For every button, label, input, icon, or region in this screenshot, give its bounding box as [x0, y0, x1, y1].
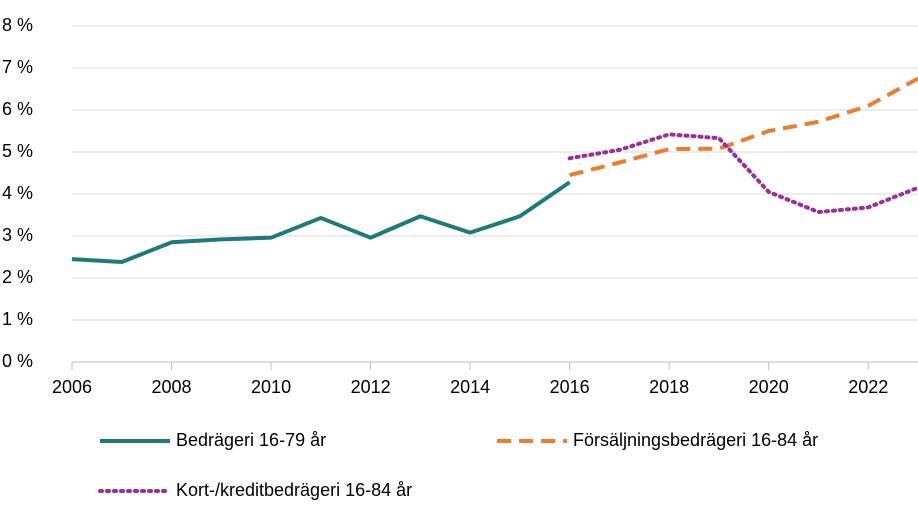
legend-label: Försäljningsbedrägeri 16-84 år — [573, 430, 818, 450]
y-tick-label: 6 % — [2, 99, 33, 119]
y-tick-label: 2 % — [2, 267, 33, 287]
x-tick-label: 2012 — [351, 377, 391, 397]
y-tick-label: 4 % — [2, 183, 33, 203]
x-tick-label: 2010 — [251, 377, 291, 397]
y-tick-label: 7 % — [2, 57, 33, 77]
y-tick-label: 8 % — [2, 15, 33, 35]
series-line — [71, 180, 571, 265]
y-tick-label: 1 % — [2, 309, 33, 329]
x-tick-label: 2022 — [848, 377, 888, 397]
x-tick-label: 2006 — [52, 377, 92, 397]
x-tick-label: 2016 — [550, 377, 590, 397]
series-line — [567, 132, 918, 215]
y-tick-label: 0 % — [2, 351, 33, 371]
y-tick-label: 3 % — [2, 225, 33, 245]
series-line — [569, 76, 918, 178]
legend-label: Bedrägeri 16-79 år — [176, 430, 326, 450]
x-tick-label: 2008 — [152, 377, 192, 397]
x-tick-label: 2018 — [649, 377, 689, 397]
y-tick-label: 5 % — [2, 141, 33, 161]
legend-label: Kort-/kreditbedrägeri 16-84 år — [176, 480, 412, 500]
x-tick-label: 2020 — [749, 377, 789, 397]
x-tick-label: 2014 — [450, 377, 490, 397]
